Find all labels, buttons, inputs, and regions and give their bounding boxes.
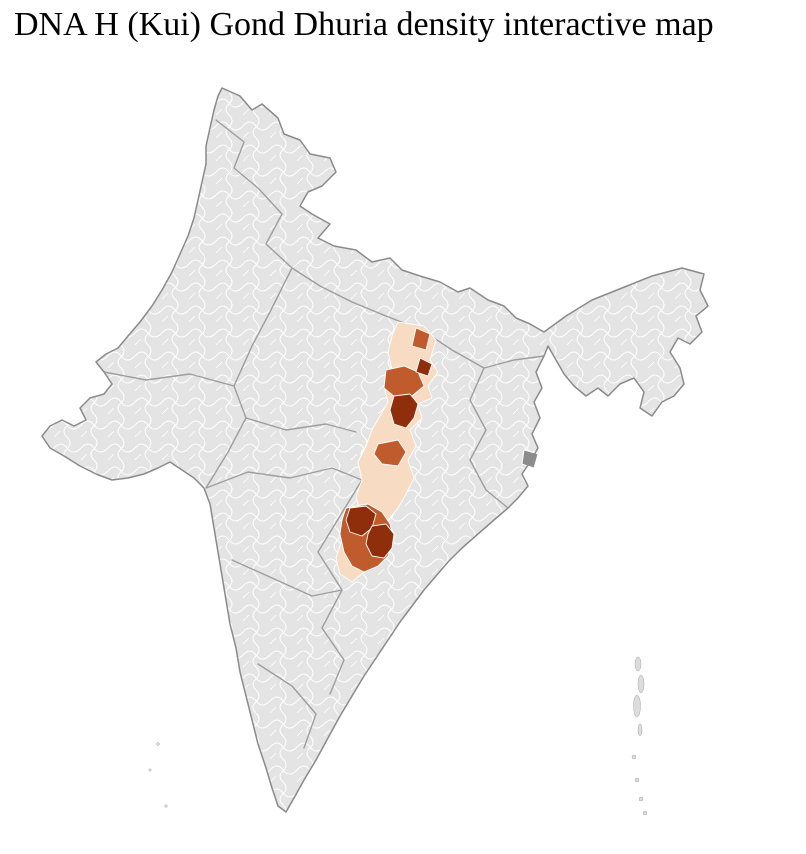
andaman-nicobar-islands[interactable]: [631, 656, 648, 816]
district-high-density[interactable]: [365, 523, 395, 559]
district-high-density[interactable]: [389, 393, 419, 429]
lakshadweep-islands[interactable]: [148, 742, 168, 808]
india-density-map[interactable]: [0, 75, 806, 854]
state-borders: [103, 119, 545, 749]
district-medium-density[interactable]: [373, 439, 407, 467]
district-high-density[interactable]: [415, 357, 433, 377]
india-outer-border: [41, 87, 709, 813]
district-medium-density[interactable]: [411, 327, 431, 351]
district-high-density[interactable]: [345, 505, 377, 537]
districts-high-density[interactable]: [345, 357, 433, 559]
page-title: DNA H (Kui) Gond Dhuria density interact…: [14, 6, 714, 43]
district-medium-density[interactable]: [383, 365, 425, 399]
